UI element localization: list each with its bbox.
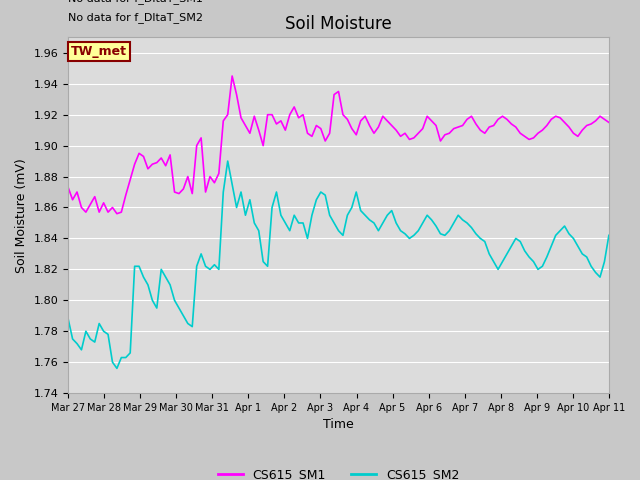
Title: Soil Moisture: Soil Moisture [285, 15, 392, 33]
Text: No data for f_DltaT_SM2: No data for f_DltaT_SM2 [68, 12, 203, 23]
X-axis label: Time: Time [323, 419, 354, 432]
Text: No data for f_DltaT_SM1: No data for f_DltaT_SM1 [68, 0, 203, 4]
Legend: CS615_SM1, CS615_SM2: CS615_SM1, CS615_SM2 [212, 464, 465, 480]
Text: TW_met: TW_met [71, 45, 127, 58]
Y-axis label: Soil Moisture (mV): Soil Moisture (mV) [15, 158, 28, 273]
